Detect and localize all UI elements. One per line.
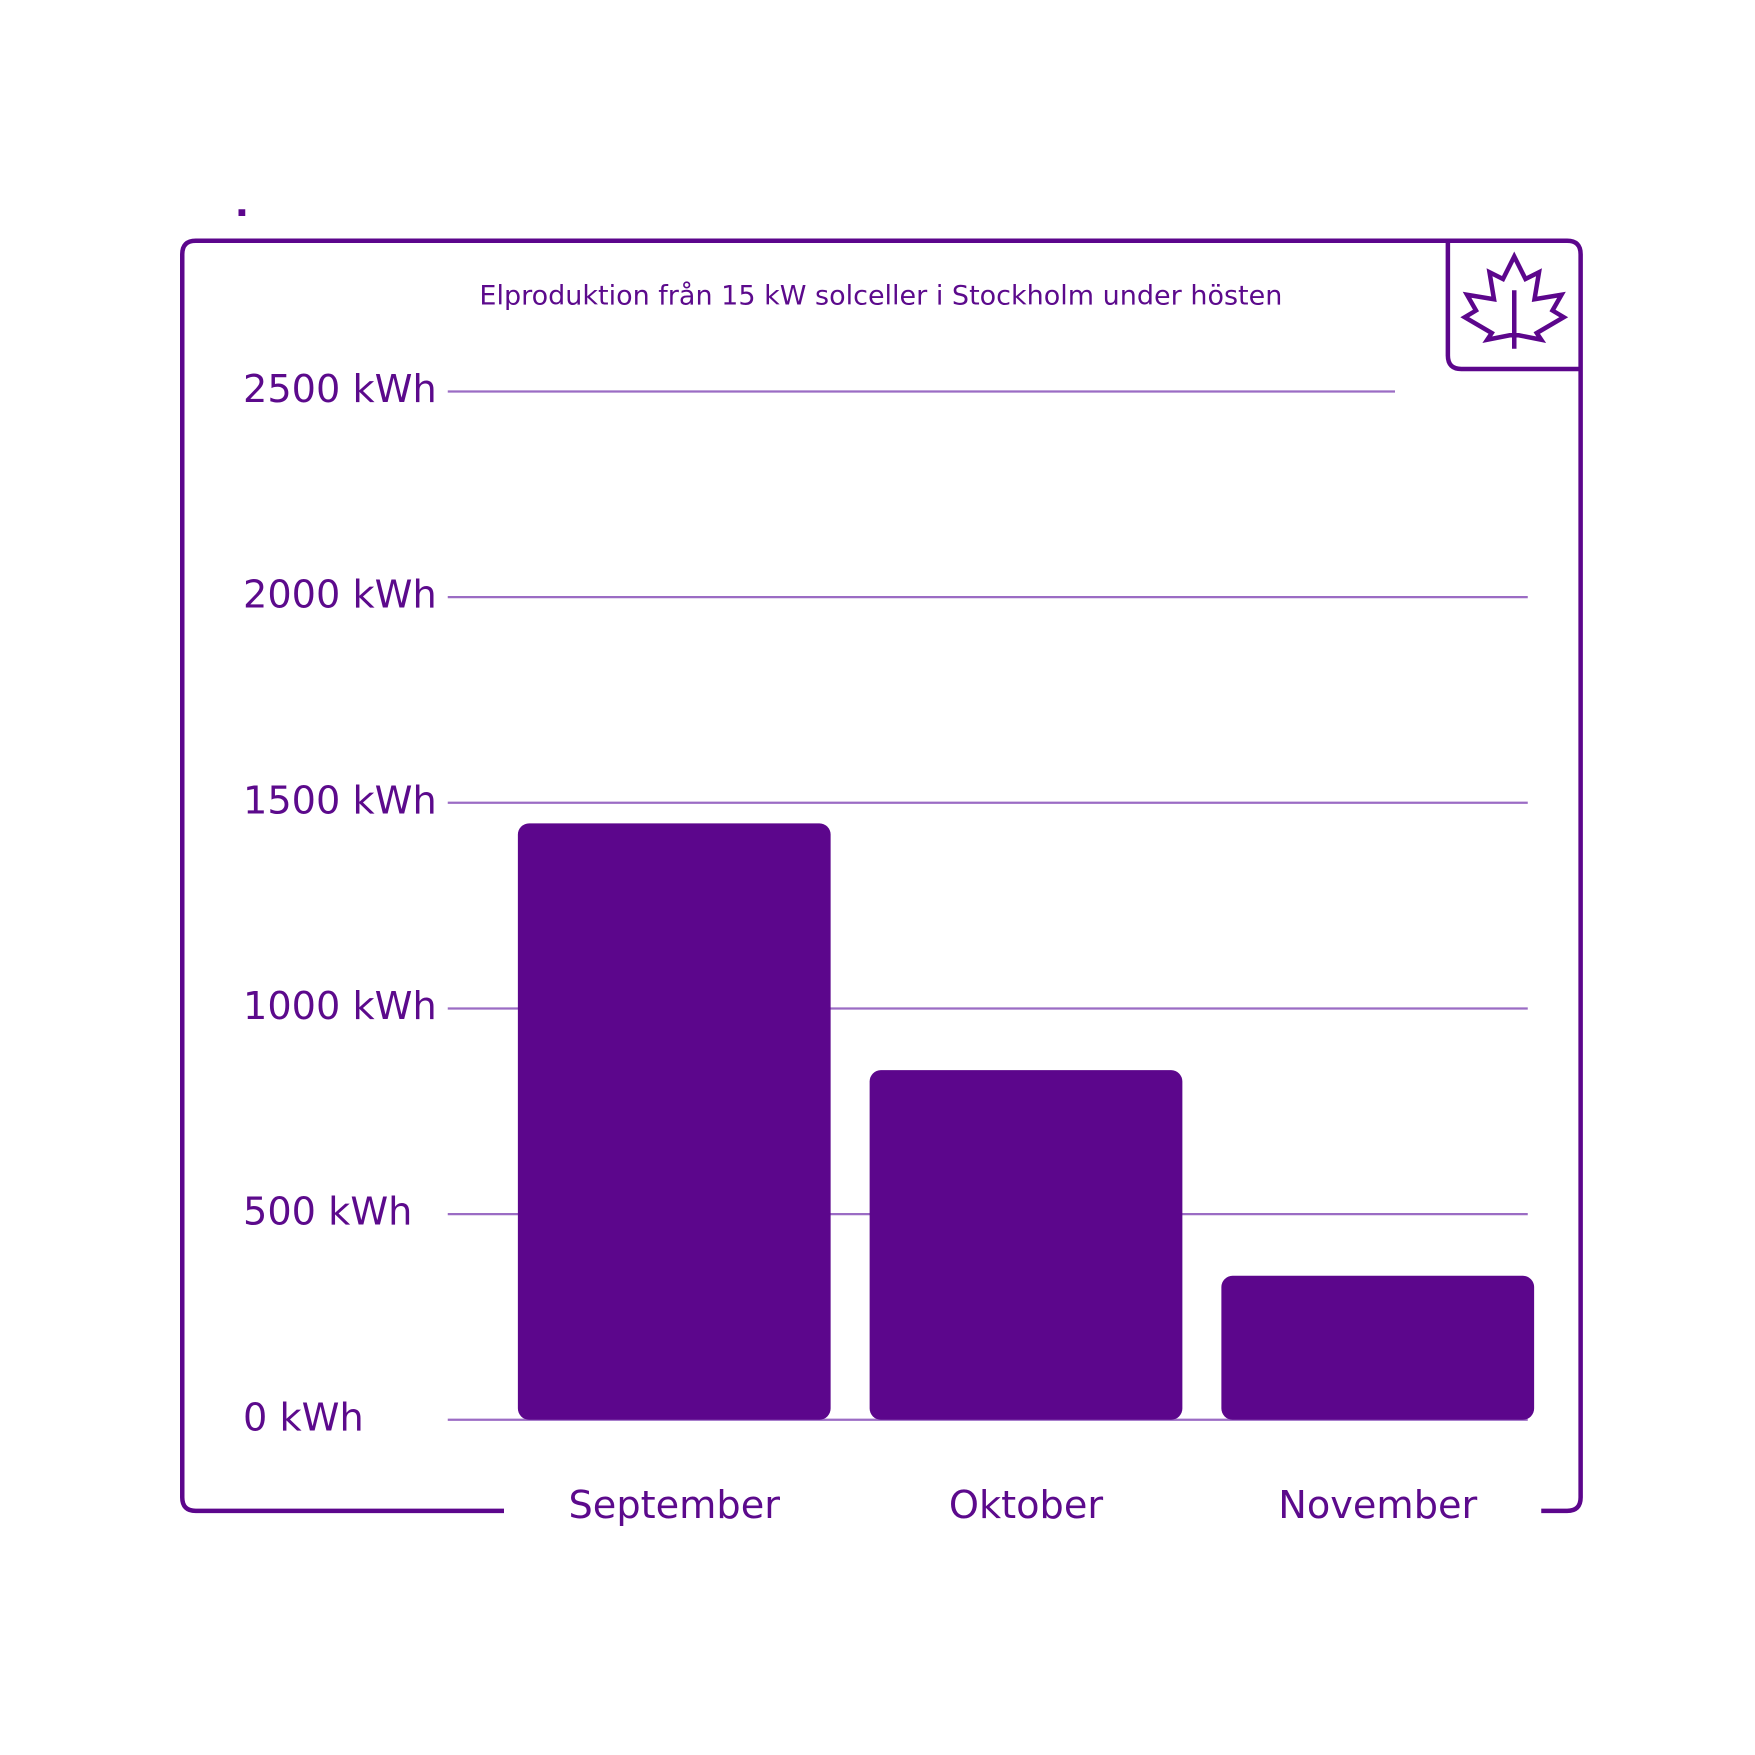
x-tick-label: September (569, 1483, 781, 1528)
bar (1221, 1275, 1535, 1420)
y-tick-label: 0 kWh (243, 1395, 364, 1440)
y-tick-label: 1000 kWh (243, 984, 437, 1029)
y-tick-label: 2000 kWh (243, 573, 437, 618)
y-tick-label: 2500 kWh (243, 367, 437, 412)
y-tick-label: 500 kWh (243, 1190, 412, 1235)
bar (869, 1070, 1183, 1420)
x-tick-label: Oktober (949, 1483, 1103, 1528)
bar (517, 823, 831, 1420)
frame (180, 238, 1583, 1514)
dot (238, 209, 246, 216)
x-tick-label: November (1278, 1483, 1477, 1528)
chart-title: Elproduktion från 15 kW solceller i Stoc… (479, 281, 1282, 312)
maple-leaf-icon (1460, 251, 1569, 349)
icon-box (1445, 240, 1581, 372)
y-tick-label: 1500 kWh (243, 778, 437, 823)
